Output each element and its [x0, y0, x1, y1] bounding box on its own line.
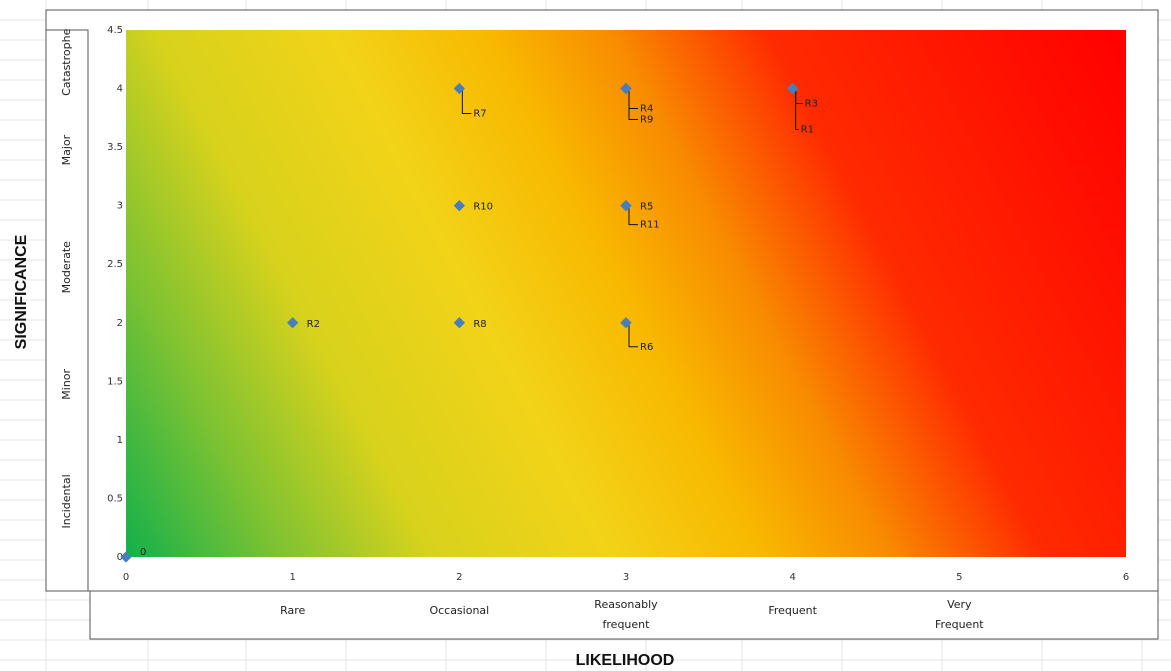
- y-category-label: Catastrophe: [60, 28, 73, 95]
- data-label-leader-line: [795, 90, 803, 105]
- y-category-band: [45, 29, 89, 592]
- x-category-label: Rare: [280, 604, 305, 617]
- y-category-label: Minor: [60, 368, 73, 399]
- data-point-label: R9: [640, 115, 653, 126]
- data-point-marker[interactable]: [620, 200, 632, 212]
- data-point-label: R1: [801, 125, 814, 136]
- y-tick-label: 1: [117, 435, 123, 446]
- data-point-label: R6: [640, 342, 653, 353]
- x-tick-label: 2: [456, 572, 462, 583]
- y-axis-title: SIGNIFICANCE: [13, 234, 30, 349]
- y-tick-label: 3.5: [107, 142, 123, 153]
- data-point-label: R11: [640, 220, 660, 231]
- y-category-label: Moderate: [60, 241, 73, 294]
- data-point-marker[interactable]: [453, 317, 465, 329]
- x-category-band: [89, 590, 1159, 640]
- x-category-label: Frequent: [768, 604, 817, 617]
- y-tick-label: 4.5: [107, 25, 123, 36]
- plot-area-gradient: [126, 30, 1126, 557]
- data-point-label: R2: [307, 319, 320, 330]
- y-tick-label: 1.5: [107, 376, 123, 387]
- data-point-label: 0: [140, 547, 146, 558]
- data-point-label: R8: [473, 319, 486, 330]
- x-tick-label: 6: [1123, 572, 1129, 583]
- x-tick-label: 0: [123, 572, 129, 583]
- y-tick-label: 0.5: [107, 493, 123, 504]
- y-category-label: Major: [60, 134, 73, 165]
- y-category-label: Incidental: [60, 474, 73, 528]
- data-point-label: R5: [640, 202, 653, 213]
- y-tick-label: 4: [117, 84, 123, 95]
- data-label-leader-line: [461, 90, 472, 115]
- x-axis-title: LIKELIHOOD: [576, 652, 675, 669]
- x-category-label: Occasional: [429, 604, 489, 617]
- data-point-marker[interactable]: [620, 317, 632, 329]
- data-point-label: R4: [640, 104, 653, 115]
- y-tick-label: 2: [117, 318, 123, 329]
- data-label-leader-line: [628, 207, 638, 226]
- x-tick-label: 1: [289, 572, 295, 583]
- y-tick-label: 3: [117, 201, 123, 212]
- x-tick-label: 5: [956, 572, 962, 583]
- data-point-marker[interactable]: [453, 200, 465, 212]
- x-category-label: Very Frequent: [935, 598, 984, 631]
- data-point-label: R7: [473, 109, 486, 120]
- data-point-label: R3: [805, 99, 818, 110]
- x-tick-label: 4: [789, 572, 795, 583]
- data-label-leader-line: [628, 90, 638, 121]
- data-point-marker[interactable]: [287, 317, 299, 329]
- y-tick-label: 2.5: [107, 259, 123, 270]
- data-label-leader-line: [628, 324, 638, 348]
- x-tick-label: 3: [623, 572, 629, 583]
- y-tick-label: 0: [117, 552, 123, 563]
- x-category-label: Reasonably frequent: [594, 598, 658, 631]
- data-point-label: R10: [473, 202, 493, 213]
